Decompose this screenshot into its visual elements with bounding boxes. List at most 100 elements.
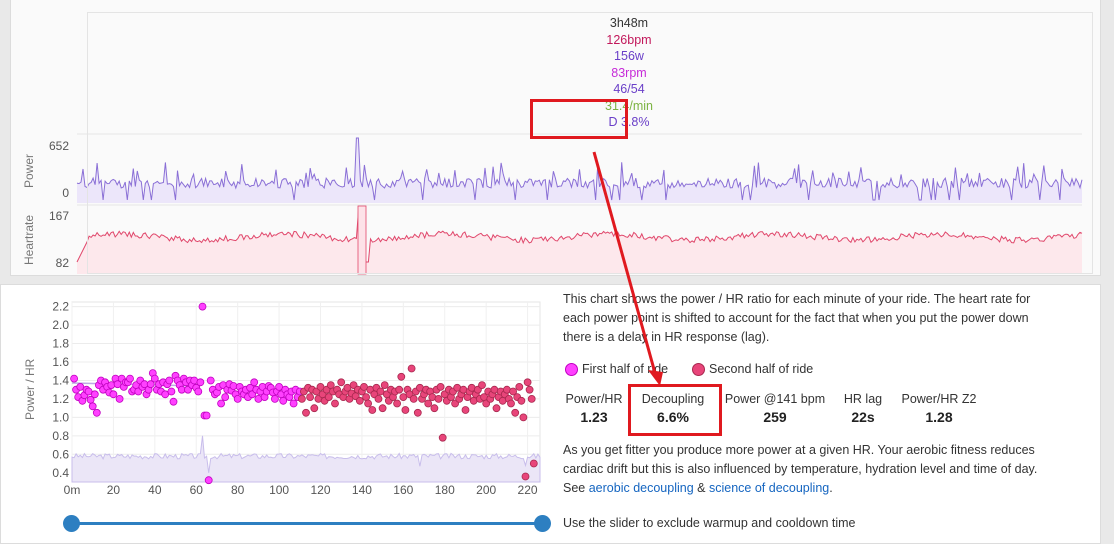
second-half-point[interactable] [409, 394, 418, 403]
legend-second-half-marker [692, 362, 705, 376]
stat-power-hr-z2: Power/HR Z2 1.28 [897, 392, 981, 425]
second-half-point[interactable] [519, 413, 528, 422]
science-of-decoupling-link[interactable]: science of decoupling [709, 481, 830, 495]
second-half-point[interactable] [413, 408, 422, 417]
fitness-see-also: See aerobic decoupling & science of deco… [563, 479, 833, 498]
first-half-point[interactable] [88, 402, 97, 411]
second-half-point[interactable] [393, 399, 402, 408]
second-half-point[interactable] [507, 399, 515, 408]
slider-start-handle[interactable] [63, 515, 80, 532]
second-half-point[interactable] [527, 394, 536, 403]
second-half-point[interactable] [492, 404, 501, 413]
second-half-point[interactable] [511, 408, 520, 417]
first-half-point[interactable] [233, 394, 242, 403]
second-half-point[interactable] [374, 394, 383, 403]
second-half-point[interactable] [306, 393, 315, 402]
second-half-point[interactable] [324, 393, 333, 402]
first-half-point[interactable] [217, 399, 226, 408]
second-half-point[interactable] [424, 399, 433, 408]
activity-chart-panel: Power 652 0 Heartrate 167 82 3h48m 126bp… [10, 0, 1101, 276]
slider-track[interactable] [72, 522, 542, 525]
x-tick-label: 100 [269, 483, 289, 497]
second-half-point[interactable] [378, 404, 387, 413]
second-half-point[interactable] [401, 406, 410, 414]
second-half-point[interactable] [529, 459, 538, 468]
second-half-point[interactable] [407, 364, 416, 373]
stat-decoupling: Decoupling 6.6% [634, 392, 712, 425]
stat-label: HR lag [843, 392, 883, 406]
first-half-point[interactable] [92, 408, 101, 417]
annotation-box-tooltip [530, 99, 628, 139]
second-half-point[interactable] [331, 399, 339, 408]
first-half-point[interactable] [109, 390, 118, 399]
hr-min-label: 82 [56, 256, 70, 270]
hr-axis-label: Heartrate [22, 215, 36, 265]
range-slider[interactable] [62, 514, 552, 534]
chart-description-line: each power point is shifted to account f… [563, 311, 1029, 325]
stat-hr-lag: HR lag 22s [838, 392, 888, 425]
first-half-point[interactable] [202, 411, 211, 420]
annotation-box-decoupling [628, 384, 722, 436]
second-half-point[interactable] [368, 406, 377, 414]
x-tick-label: 40 [148, 483, 162, 497]
first-half-point[interactable] [279, 396, 288, 405]
first-half-point[interactable] [107, 381, 116, 390]
first-half-point[interactable] [206, 376, 215, 385]
heartrate-area [77, 212, 1082, 274]
second-half-point[interactable] [380, 381, 389, 390]
first-half-point[interactable] [270, 394, 279, 403]
second-half-point[interactable] [397, 372, 406, 381]
second-half-point[interactable] [434, 394, 443, 403]
second-half-point[interactable] [461, 406, 470, 414]
first-half-point[interactable] [150, 374, 159, 383]
tooltip-lr-balance: 46/54 [613, 82, 645, 96]
second-half-point[interactable] [521, 472, 530, 481]
second-half-point[interactable] [302, 408, 310, 417]
first-half-point[interactable] [165, 376, 174, 385]
second-half-point[interactable] [430, 404, 439, 413]
first-half-point[interactable] [167, 387, 176, 396]
x-tick-label: 180 [435, 483, 455, 497]
second-half-point[interactable] [438, 433, 447, 442]
second-half-point[interactable] [310, 404, 319, 413]
second-half-point[interactable] [436, 382, 445, 391]
legend-second-half[interactable]: Second half of ride [692, 362, 813, 376]
legend-first-half[interactable]: First half of ride [565, 362, 668, 376]
activity-chart[interactable]: Power 652 0 Heartrate 167 82 [11, 0, 1102, 276]
first-half-point[interactable] [194, 387, 203, 396]
power-axis-label: Power [22, 154, 36, 188]
y-tick-label: 1.6 [52, 355, 69, 369]
second-half-point[interactable] [525, 385, 534, 394]
first-half-point[interactable] [204, 476, 213, 485]
first-half-point[interactable] [126, 374, 134, 383]
first-half-point[interactable] [198, 302, 207, 311]
second-half-point[interactable] [297, 394, 306, 403]
second-half-point[interactable] [478, 381, 486, 390]
first-half-point[interactable] [115, 394, 124, 403]
second-half-point[interactable] [376, 387, 385, 396]
second-half-point[interactable] [395, 385, 404, 394]
second-half-point[interactable] [337, 378, 346, 387]
first-half-point[interactable] [169, 397, 178, 406]
second-half-point[interactable] [362, 393, 371, 402]
first-half-point[interactable] [70, 374, 78, 383]
second-half-point[interactable] [517, 396, 526, 405]
aerobic-decoupling-link[interactable]: aerobic decoupling [588, 481, 694, 495]
stat-value: 22s [851, 409, 875, 425]
slider-end-handle[interactable] [534, 515, 551, 532]
first-half-point[interactable] [196, 378, 205, 387]
second-half-point[interactable] [509, 387, 517, 396]
first-half-point[interactable] [221, 393, 230, 402]
second-half-point[interactable] [523, 378, 532, 387]
second-half-point[interactable] [364, 399, 373, 408]
stat-label: Decoupling [641, 392, 705, 406]
second-half-point[interactable] [355, 396, 364, 405]
first-half-point[interactable] [90, 390, 99, 399]
first-half-point[interactable] [250, 378, 259, 387]
second-half-point[interactable] [326, 381, 335, 390]
first-half-point[interactable] [146, 380, 155, 389]
first-half-point[interactable] [289, 399, 298, 408]
second-half-point[interactable] [490, 385, 499, 394]
second-half-point[interactable] [515, 382, 524, 391]
